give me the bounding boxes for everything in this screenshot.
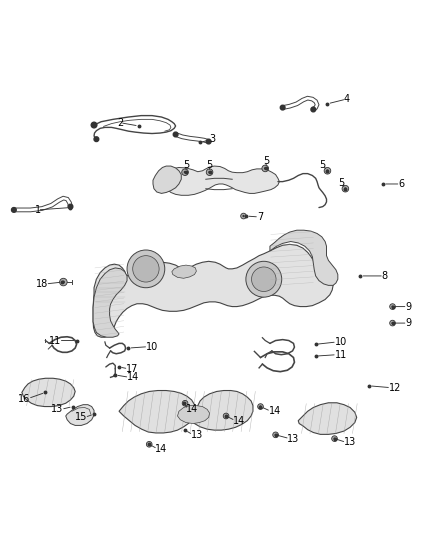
Text: 14: 14 — [127, 373, 139, 382]
Circle shape — [127, 250, 165, 288]
Text: 13: 13 — [51, 405, 64, 414]
Text: 14: 14 — [186, 405, 198, 414]
Circle shape — [223, 413, 229, 419]
Text: 5: 5 — [320, 160, 326, 170]
Circle shape — [182, 400, 188, 406]
Text: 13: 13 — [287, 434, 300, 443]
Text: 2: 2 — [118, 118, 124, 128]
Circle shape — [390, 320, 396, 326]
Circle shape — [392, 322, 394, 324]
Circle shape — [133, 256, 159, 282]
Polygon shape — [119, 391, 253, 433]
Circle shape — [173, 132, 178, 137]
Text: 9: 9 — [405, 318, 411, 328]
Circle shape — [242, 215, 245, 217]
Circle shape — [251, 267, 276, 292]
Polygon shape — [22, 378, 75, 407]
Text: 11: 11 — [49, 336, 61, 345]
Text: 7: 7 — [257, 212, 263, 222]
Text: 18: 18 — [35, 279, 48, 289]
Text: 6: 6 — [398, 179, 404, 189]
Text: 5: 5 — [263, 156, 269, 166]
Polygon shape — [153, 166, 181, 193]
Circle shape — [225, 415, 227, 417]
Text: 8: 8 — [381, 271, 388, 281]
Text: 5: 5 — [183, 160, 189, 170]
Circle shape — [182, 169, 188, 175]
Circle shape — [206, 169, 213, 175]
Text: 11: 11 — [335, 350, 347, 360]
Circle shape — [11, 207, 16, 212]
Circle shape — [342, 185, 349, 192]
Polygon shape — [270, 230, 338, 285]
Text: 12: 12 — [389, 383, 401, 393]
Circle shape — [311, 107, 316, 112]
Circle shape — [326, 169, 329, 172]
Circle shape — [275, 434, 277, 436]
Polygon shape — [172, 265, 196, 278]
Circle shape — [94, 137, 99, 142]
Circle shape — [62, 280, 65, 284]
Text: 17: 17 — [126, 364, 138, 374]
Circle shape — [241, 213, 246, 219]
Circle shape — [324, 167, 331, 174]
Circle shape — [258, 403, 263, 409]
Polygon shape — [93, 244, 333, 337]
Circle shape — [146, 441, 152, 447]
Circle shape — [259, 406, 261, 408]
Circle shape — [68, 204, 73, 209]
Circle shape — [206, 139, 211, 144]
Text: 4: 4 — [344, 94, 350, 104]
Circle shape — [208, 171, 211, 174]
Polygon shape — [162, 166, 279, 195]
Text: 10: 10 — [146, 342, 158, 352]
Text: 1: 1 — [35, 205, 41, 215]
Text: 14: 14 — [155, 444, 168, 454]
Circle shape — [60, 278, 67, 286]
Text: 13: 13 — [344, 438, 356, 447]
Circle shape — [184, 402, 186, 405]
Text: 3: 3 — [209, 134, 215, 144]
Text: 9: 9 — [405, 302, 411, 312]
Text: 14: 14 — [268, 406, 281, 416]
Text: 5: 5 — [206, 160, 213, 170]
Circle shape — [246, 261, 282, 297]
Circle shape — [280, 105, 285, 110]
Polygon shape — [66, 405, 94, 425]
Circle shape — [148, 443, 150, 446]
Text: 16: 16 — [18, 393, 30, 403]
Text: 5: 5 — [339, 178, 345, 188]
Text: 13: 13 — [191, 430, 203, 440]
Circle shape — [184, 171, 186, 174]
Circle shape — [390, 304, 396, 310]
Circle shape — [91, 122, 97, 128]
Circle shape — [273, 432, 279, 438]
Circle shape — [392, 305, 394, 308]
Circle shape — [262, 165, 268, 172]
Polygon shape — [298, 403, 357, 434]
Circle shape — [344, 188, 347, 190]
Circle shape — [333, 438, 336, 440]
Text: 14: 14 — [233, 416, 245, 426]
Text: 10: 10 — [335, 337, 347, 347]
Text: 15: 15 — [74, 413, 87, 422]
Circle shape — [332, 436, 337, 441]
Circle shape — [264, 167, 267, 169]
Polygon shape — [93, 268, 127, 337]
Polygon shape — [177, 406, 209, 424]
